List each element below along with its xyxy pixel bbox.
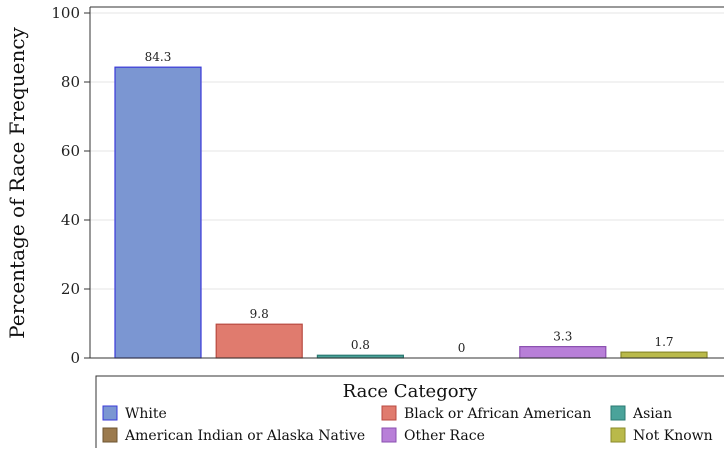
legend: Race Category White Black or African Amer… xyxy=(95,375,724,452)
legend-item-label: American Indian or Alaska Native xyxy=(124,428,365,444)
legend-item-label: Asian xyxy=(632,406,672,422)
legend-title: Race Category xyxy=(343,381,479,402)
y-tick-label: 20 xyxy=(61,280,80,298)
data-label: 84.3 xyxy=(145,50,172,64)
bar xyxy=(215,323,303,359)
bar xyxy=(519,346,607,359)
data-labels: 84.3 9.8 0.8 0 3.3 1.7 xyxy=(145,50,674,355)
y-axis-label: Percentage of Race Frequency xyxy=(5,26,29,338)
y-tick-label: 80 xyxy=(61,73,80,91)
y-tick-label: 100 xyxy=(51,4,80,22)
data-label: 9.8 xyxy=(250,307,269,321)
data-label: 3.3 xyxy=(553,330,572,344)
y-tick-label: 60 xyxy=(61,142,80,160)
legend-item-label: Black or African American xyxy=(404,406,591,422)
bar xyxy=(114,66,202,359)
legend-swatch xyxy=(610,427,626,443)
data-label: 1.7 xyxy=(654,335,673,349)
y-tick-label: 40 xyxy=(61,211,80,229)
bar xyxy=(620,351,708,359)
legend-item-label: White xyxy=(125,406,167,422)
legend-item-label: Other Race xyxy=(404,428,485,444)
legend-swatch xyxy=(381,427,397,443)
y-tick-label: 0 xyxy=(70,349,80,367)
legend-swatch xyxy=(102,427,118,443)
legend-swatch xyxy=(610,405,626,421)
bars xyxy=(114,66,708,359)
y-axis: 0 20 40 60 80 100 xyxy=(51,4,724,367)
legend-swatch xyxy=(102,405,118,421)
legend-item-label: Not Known xyxy=(633,428,713,444)
data-label: 0.8 xyxy=(351,338,370,352)
legend-swatch xyxy=(381,405,397,421)
data-label: 0 xyxy=(458,341,466,355)
